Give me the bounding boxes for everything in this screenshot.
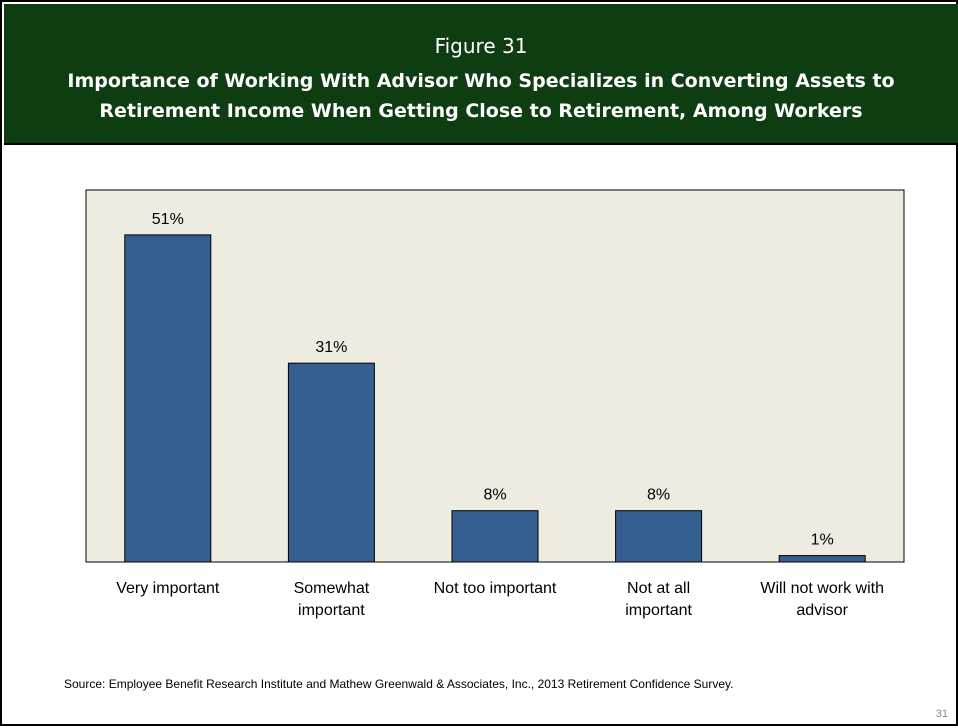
category-label: Not too important	[415, 578, 575, 600]
data-label: 8%	[483, 487, 506, 504]
category-label-line: Will not work with	[760, 580, 884, 597]
source-note: Source: Employee Benefit Research Instit…	[64, 677, 734, 691]
chart-title: Importance of Working With Advisor Who S…	[67, 70, 895, 122]
title-banner: Figure 31 Importance of Working With Adv…	[4, 4, 958, 145]
category-label-line: Somewhat	[293, 580, 370, 597]
bar	[778, 555, 866, 563]
plot-area	[85, 189, 905, 563]
category-label: Very important	[88, 578, 248, 600]
category-label: Not at all important	[579, 578, 739, 622]
bar	[124, 234, 212, 563]
category-label-line: Very important	[116, 580, 220, 597]
category-label-line: important	[298, 602, 365, 619]
data-label: 51%	[152, 211, 184, 228]
category-label-line: advisor	[796, 602, 848, 619]
category-label-line: Not at all	[627, 580, 691, 597]
bar	[451, 510, 539, 563]
bar	[615, 510, 703, 563]
category-label-line: important	[625, 602, 692, 619]
data-label: 8%	[647, 487, 670, 504]
figure-label: Figure 31	[434, 34, 528, 58]
data-label: 1%	[811, 532, 834, 549]
bar	[287, 362, 375, 563]
category-label: Somewhat important	[251, 578, 411, 622]
category-label: Will not work with advisor	[742, 578, 902, 622]
data-label: 31%	[315, 339, 347, 356]
category-label-line: Not too important	[433, 580, 557, 597]
page-number: 31	[935, 708, 948, 720]
